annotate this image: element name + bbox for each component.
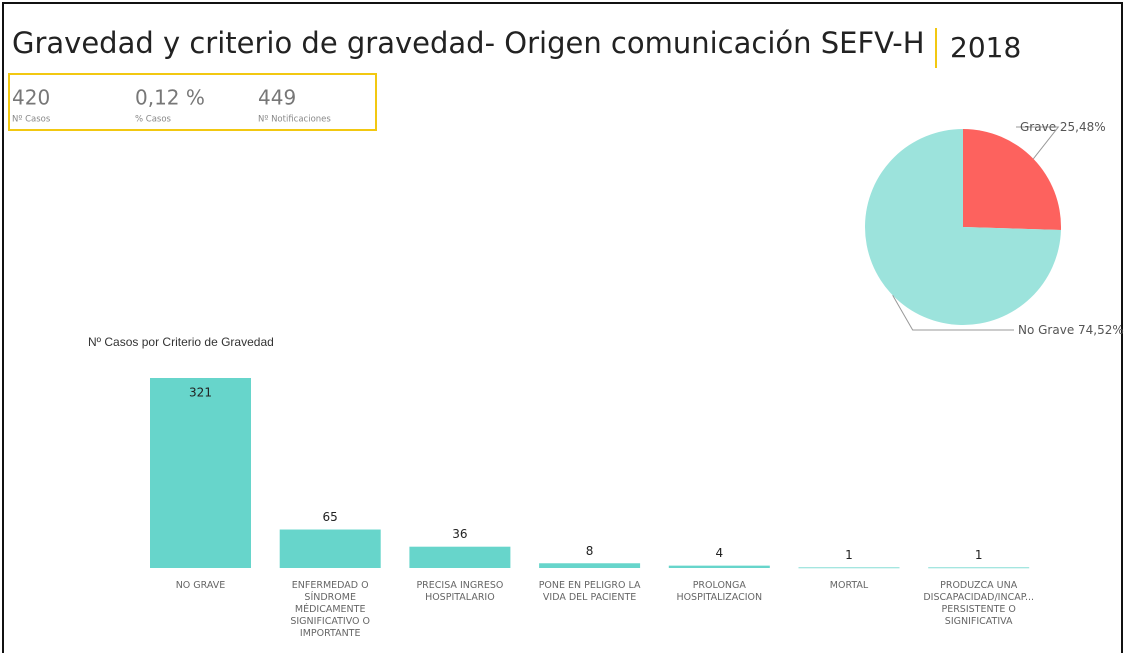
bar-value-label: 65 xyxy=(323,510,338,524)
kpi-value: 449 xyxy=(258,86,296,110)
x-category-label: PRODUZCA UNA DISCAPACIDAD/INCAP... PERSI… xyxy=(923,580,1035,627)
bar xyxy=(668,565,770,568)
x-category-label: PRECISA INGRESO HOSPITALARIO xyxy=(416,580,504,603)
bar xyxy=(409,546,511,568)
kpi-label: Nº Notificaciones xyxy=(258,115,331,125)
bar xyxy=(539,563,641,568)
bar xyxy=(279,529,381,568)
pie-label-category: Grave xyxy=(1020,120,1056,134)
kpi-label: Nº Casos xyxy=(12,115,51,125)
pie-label: No Grave 74,52% xyxy=(1018,323,1124,337)
leader-line xyxy=(892,294,1014,331)
x-category-label: MORTAL xyxy=(829,580,869,591)
kpi-value: 420 xyxy=(12,86,50,110)
kpi-box xyxy=(8,73,377,131)
bar xyxy=(798,567,900,569)
pie-label: Grave 25,48% xyxy=(1020,120,1106,134)
year: 2018 xyxy=(950,31,1021,64)
pie-label-value: 25,48% xyxy=(1060,120,1106,134)
x-category-label: PROLONGA HOSPITALIZACION xyxy=(676,580,763,603)
bar-value-label: 321 xyxy=(189,386,212,400)
bar-value-label: 1 xyxy=(845,548,853,562)
pie-label-category: No Grave xyxy=(1018,323,1074,337)
bar-value-label: 36 xyxy=(452,527,467,541)
page-title: Gravedad y criterio de gravedad- Origen … xyxy=(12,26,925,60)
leader-line xyxy=(1016,126,1060,160)
x-category-label: NO GRAVE xyxy=(175,580,226,591)
kpi-value: 0,12 % xyxy=(135,86,205,110)
pie-slice xyxy=(864,129,1061,325)
bar-value-label: 4 xyxy=(715,546,723,560)
kpi-label: % Casos xyxy=(135,115,172,125)
bar-value-label: 8 xyxy=(586,544,594,558)
x-category-label: PONE EN PELIGRO LA VIDA DEL PACIENTE xyxy=(538,580,641,603)
bar xyxy=(150,378,251,568)
pie-slice xyxy=(963,129,1061,230)
bar xyxy=(928,567,1030,569)
pie-label-value: 74,52% xyxy=(1078,323,1124,337)
x-category-label: ENFERMEDAD O SÍNDROME MÉDICAMENTE SIGNIF… xyxy=(290,580,371,639)
bar-value-label: 1 xyxy=(975,548,983,562)
bar-chart-title: Nº Casos por Criterio de Gravedad xyxy=(88,335,274,349)
